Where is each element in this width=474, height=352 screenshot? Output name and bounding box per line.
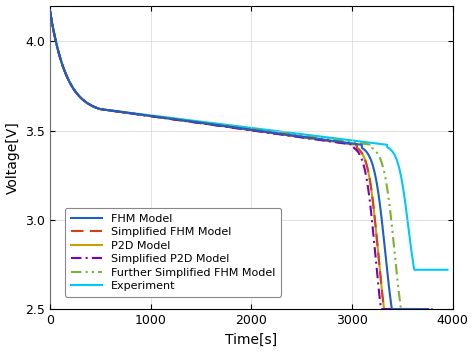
FHM Model — [389, 307, 395, 311]
P2D Model — [47, 8, 53, 12]
Further Simplified FHM Model — [203, 121, 209, 125]
Y-axis label: Voltage[V]: Voltage[V] — [6, 121, 19, 194]
FHM Model — [214, 123, 219, 127]
Experiment — [47, 8, 53, 12]
FHM Model — [86, 102, 91, 106]
Simplified P2D Model — [331, 140, 337, 144]
Line: Experiment: Experiment — [50, 10, 447, 270]
Experiment — [445, 268, 450, 272]
P2D Model — [209, 122, 215, 127]
Line: Further Simplified FHM Model: Further Simplified FHM Model — [50, 10, 437, 309]
P2D Model — [334, 140, 339, 144]
Simplified FHM Model — [47, 8, 53, 12]
Simplified FHM Model — [84, 101, 90, 105]
Line: FHM Model: FHM Model — [50, 10, 428, 309]
Simplified FHM Model — [299, 135, 305, 139]
Further Simplified FHM Model — [398, 307, 404, 311]
X-axis label: Time[s]: Time[s] — [225, 332, 277, 346]
Experiment — [320, 135, 326, 139]
Further Simplified FHM Model — [312, 135, 318, 139]
Simplified P2D Model — [47, 8, 53, 12]
P2D Model — [414, 307, 420, 311]
FHM Model — [307, 136, 312, 140]
Further Simplified FHM Model — [434, 307, 439, 311]
P2D Model — [84, 101, 90, 105]
Simplified P2D Model — [84, 101, 90, 105]
Simplified P2D Model — [338, 141, 344, 145]
P2D Model — [196, 121, 201, 125]
FHM Model — [426, 307, 431, 311]
P2D Model — [381, 307, 387, 311]
Line: Simplified FHM Model: Simplified FHM Model — [50, 10, 417, 309]
Experiment — [364, 140, 370, 144]
Line: Simplified P2D Model: Simplified P2D Model — [50, 10, 414, 309]
Simplified FHM Model — [381, 307, 387, 311]
Further Simplified FHM Model — [348, 140, 354, 144]
Line: P2D Model: P2D Model — [50, 10, 417, 309]
Further Simplified FHM Model — [47, 8, 53, 12]
Further Simplified FHM Model — [356, 141, 361, 145]
Simplified FHM Model — [196, 121, 201, 125]
Simplified P2D Model — [208, 122, 213, 127]
Simplified P2D Model — [378, 307, 384, 311]
Simplified FHM Model — [209, 122, 215, 127]
Further Simplified FHM Model — [86, 102, 92, 106]
Experiment — [411, 268, 417, 272]
Experiment — [88, 103, 93, 107]
FHM Model — [47, 8, 53, 12]
Further Simplified FHM Model — [217, 123, 223, 127]
FHM Model — [349, 141, 355, 145]
Simplified FHM Model — [414, 307, 420, 311]
Experiment — [357, 139, 363, 144]
Experiment — [208, 121, 213, 125]
P2D Model — [299, 135, 305, 139]
Simplified FHM Model — [340, 141, 346, 145]
Simplified P2D Model — [411, 307, 417, 311]
FHM Model — [342, 140, 348, 145]
Simplified P2D Model — [194, 121, 200, 125]
P2D Model — [340, 141, 346, 145]
FHM Model — [200, 121, 206, 125]
Simplified FHM Model — [334, 140, 339, 144]
Legend: FHM Model, Simplified FHM Model, P2D Model, Simplified P2D Model, Further Simpli: FHM Model, Simplified FHM Model, P2D Mod… — [65, 208, 281, 297]
Experiment — [222, 122, 228, 127]
Simplified P2D Model — [297, 135, 303, 139]
